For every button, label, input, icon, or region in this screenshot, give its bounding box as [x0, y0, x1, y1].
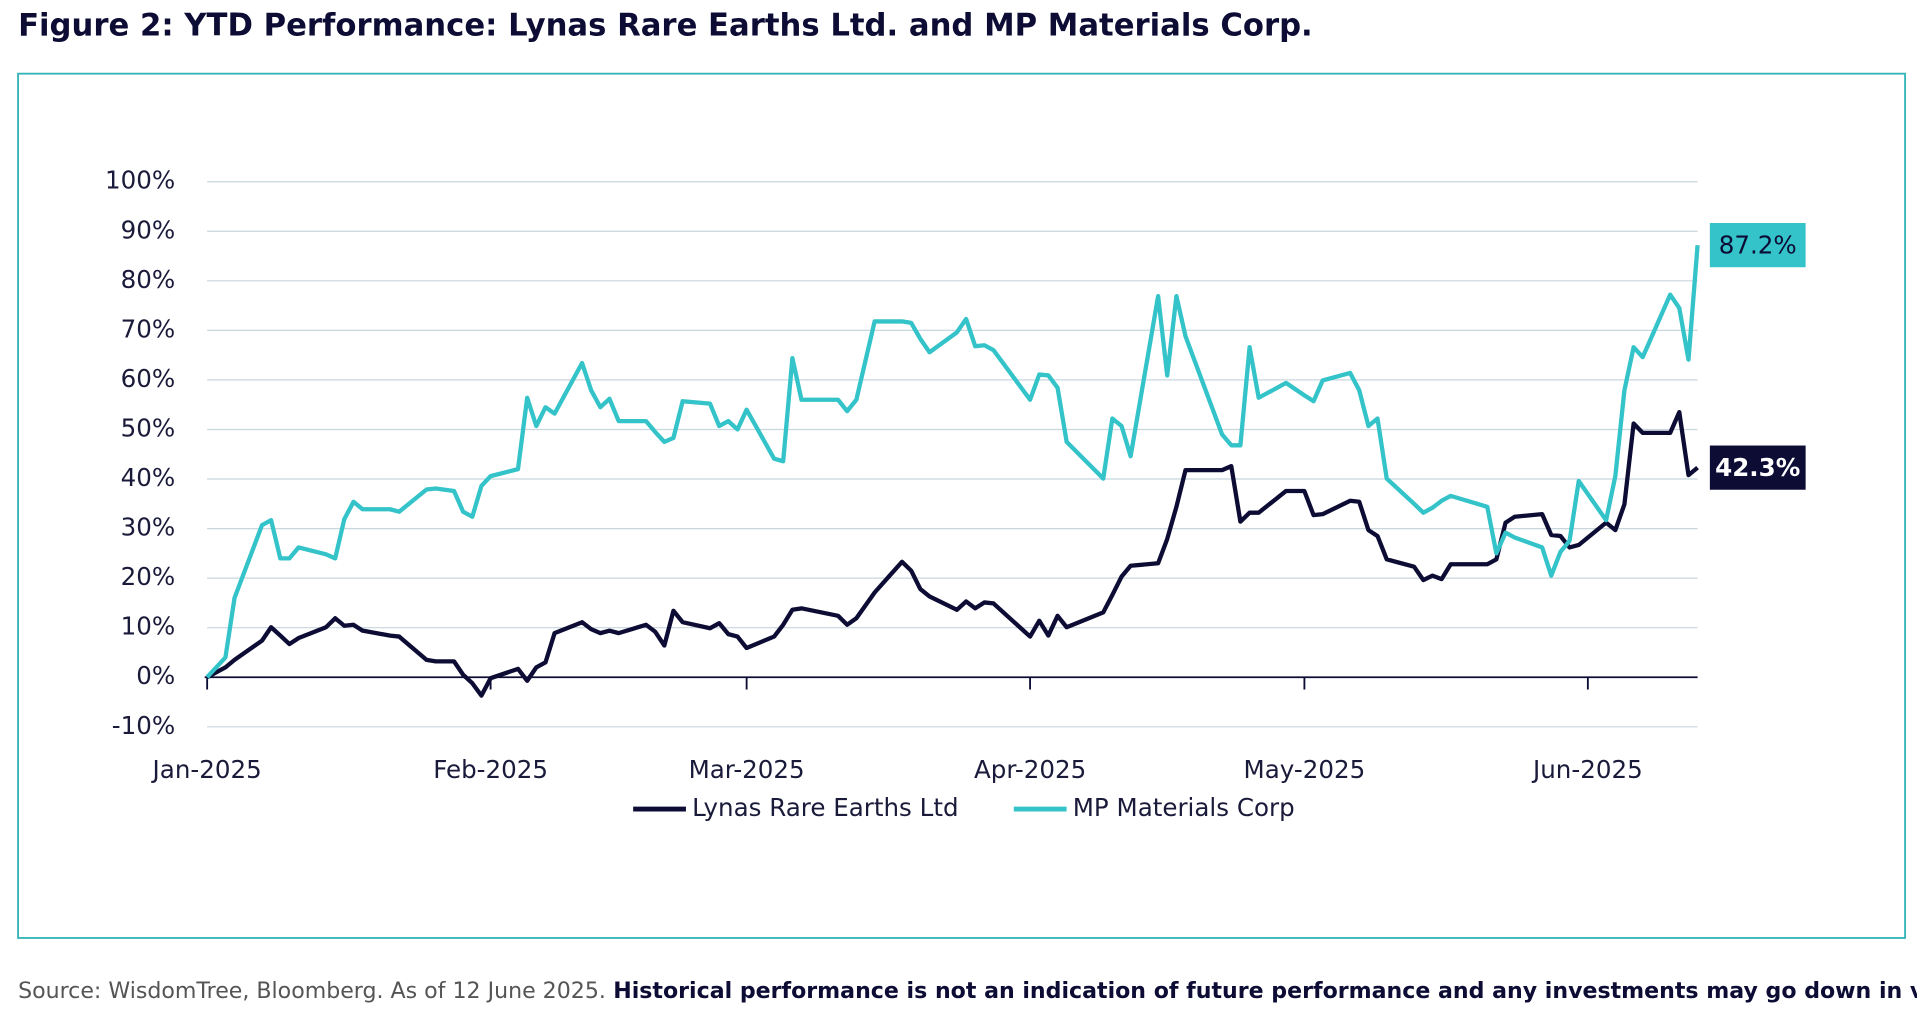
end-label: 42.3%	[1709, 445, 1806, 490]
source: Source: WisdomTree, Bloomberg. As of 12 …	[18, 978, 606, 1004]
y-tick-label: 30%	[121, 513, 176, 542]
end-label-box	[1709, 445, 1806, 490]
x-tick-label: Jun-2025	[1531, 755, 1643, 784]
disclaimer: Historical performance is not an indicat…	[613, 978, 1917, 1004]
y-tick-label: 20%	[121, 562, 176, 591]
end-label: 87.2%	[1709, 223, 1806, 268]
x-tick-label: Mar-2025	[689, 755, 805, 784]
y-tick-label: 80%	[121, 265, 176, 294]
y-tick-label: 0%	[136, 661, 175, 690]
end-label-text: 42.3%	[1715, 453, 1800, 482]
end-label-box	[1709, 223, 1806, 268]
series-line	[206, 409, 1699, 698]
y-tick-label: 50%	[121, 413, 176, 442]
y-tick-label: 100%	[105, 166, 175, 195]
legend-label: Lynas Rare Earths Ltd	[692, 793, 958, 822]
chart-frame	[17, 72, 1906, 939]
y-tick-label: 70%	[121, 314, 176, 343]
x-tick-label: Apr-2025	[974, 755, 1086, 784]
y-tick-label: -10%	[112, 711, 175, 740]
x-tick-label: Feb-2025	[433, 755, 548, 784]
series-line	[205, 245, 1700, 679]
y-tick-label: 10%	[121, 612, 176, 641]
end-label-text: 87.2%	[1719, 230, 1797, 259]
footer: Source: WisdomTree, Bloomberg. As of 12 …	[18, 978, 1917, 1004]
chart-title: Figure 2: YTD Performance: Lynas Rare Ea…	[18, 9, 1313, 44]
y-tick-label: 90%	[121, 215, 176, 244]
x-tick-label: May-2025	[1244, 755, 1366, 784]
x-tick-label: Jan-2025	[151, 755, 262, 784]
y-tick-label: 60%	[121, 364, 176, 393]
legend-label: MP Materials Corp	[1073, 793, 1295, 822]
y-tick-label: 40%	[121, 463, 176, 492]
